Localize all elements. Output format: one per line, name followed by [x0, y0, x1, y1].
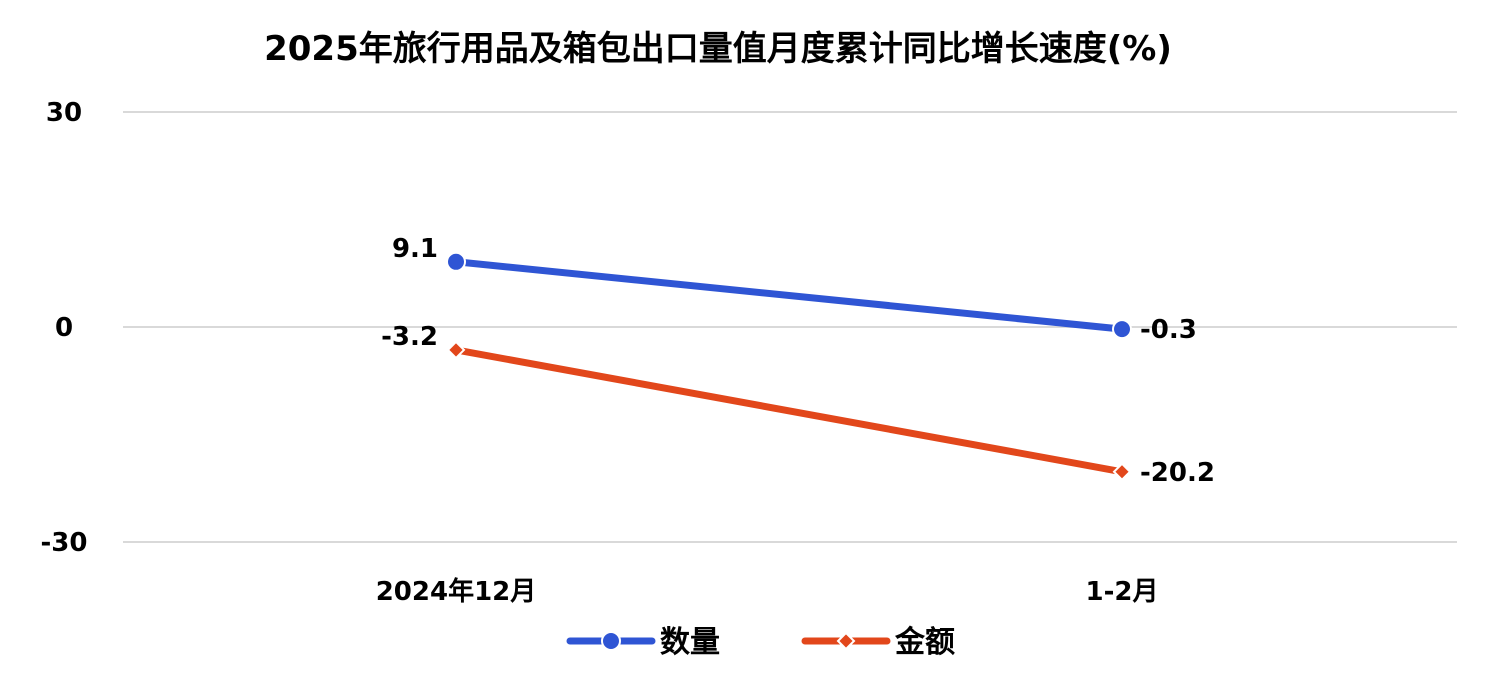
y-tick-label: -30	[41, 528, 88, 558]
x-tick-label: 2024年12月	[376, 576, 537, 607]
data-point	[1112, 462, 1132, 482]
legend-marker	[601, 631, 621, 651]
series-line-1	[452, 346, 1126, 476]
legend-label: 数量	[660, 625, 720, 660]
y-tick-label: 30	[46, 98, 82, 128]
y-axis: 30 0 -30	[41, 98, 88, 558]
y-tick-label: 0	[55, 313, 73, 343]
data-label: -0.3	[1140, 315, 1197, 345]
data-point	[446, 340, 466, 360]
gridlines	[123, 111, 1457, 543]
x-tick-label: 1-2月	[1086, 577, 1159, 607]
series-group: 9.1 -0.3 -3.2 -20.2	[381, 234, 1215, 488]
data-point	[1112, 319, 1132, 340]
data-label: -3.2	[381, 322, 438, 352]
legend-marker	[836, 631, 856, 651]
x-axis: 2024年12月 1-2月	[376, 576, 1159, 607]
legend-label: 金额	[894, 625, 955, 660]
data-label: 9.1	[392, 234, 438, 264]
data-point	[446, 251, 466, 272]
series-line-0	[452, 258, 1126, 333]
legend: 数量 金额	[566, 625, 955, 660]
data-label: -20.2	[1140, 458, 1215, 488]
chart-title: 2025年旅行用品及箱包出口量值月度累计同比增长速度(%)	[264, 29, 1172, 69]
